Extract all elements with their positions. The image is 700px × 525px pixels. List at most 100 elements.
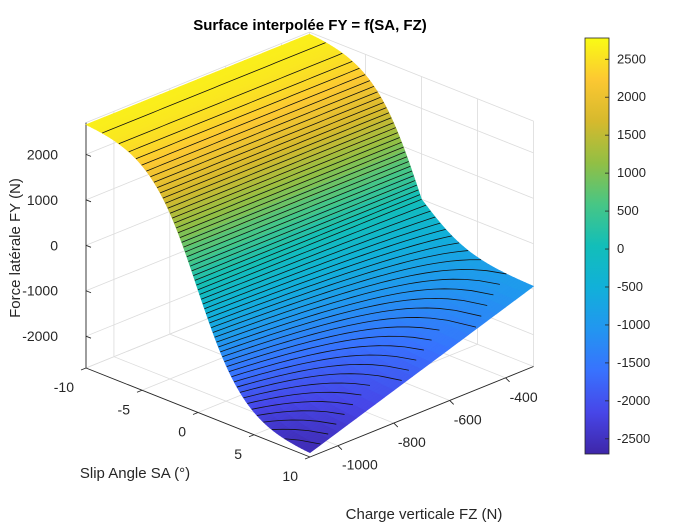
y-tick-label: -800	[398, 434, 426, 450]
x-tick-mark	[192, 412, 199, 415]
contour-line	[236, 363, 409, 388]
y-tick-label: -1000	[342, 457, 378, 473]
contour-line	[169, 122, 394, 214]
colorbar-tick-label: -500	[617, 279, 643, 294]
x-axis-label: Slip Angle SA (°)	[80, 465, 190, 482]
contour-line	[177, 141, 402, 234]
contour-line	[256, 410, 345, 416]
colorbar-tick-label: -2000	[617, 393, 650, 408]
y-tick-label: -600	[454, 411, 482, 427]
colorbar-tick-label: -1500	[617, 355, 650, 370]
y-axis-line	[309, 366, 534, 458]
z-tick-mark	[85, 244, 92, 248]
colorbar-tick-label: 2500	[617, 51, 646, 66]
contour-line	[247, 391, 362, 404]
contour-line	[150, 85, 375, 178]
z-tick-mark	[85, 335, 92, 339]
gridline	[85, 31, 310, 123]
x-tick-mark	[136, 389, 143, 393]
y-tick-mark	[505, 377, 510, 383]
contour-line	[214, 269, 507, 338]
contour-line	[197, 198, 422, 291]
axis-ticks: -2000 -1000 0 1000 2000 -10 -5 0 5 10 -1000 -800 -60…	[22, 146, 538, 484]
contour-line	[193, 184, 417, 277]
z-tick-label: 2000	[27, 146, 58, 162]
z-tick-label: -1000	[22, 283, 58, 299]
z-tick-label: -2000	[22, 328, 58, 344]
y-tick-mark	[337, 445, 343, 451]
contour-line	[212, 259, 482, 333]
z-tick-mark	[85, 199, 92, 203]
contour-line	[176, 137, 400, 229]
contour-line	[243, 382, 371, 399]
colorbar-tick-label: -2500	[617, 431, 650, 446]
z-tick-mark	[85, 153, 92, 157]
z-tick-label: 0	[50, 237, 58, 253]
contour-line	[228, 335, 432, 373]
colorbar-tick-label: 1500	[617, 127, 646, 142]
contour-line	[224, 317, 477, 363]
contour-line	[204, 222, 441, 310]
chart-title: Surface interpolée FY = f(SA, FZ)	[193, 17, 427, 34]
contour-line	[162, 107, 387, 199]
contour-line	[194, 189, 419, 281]
contour-line	[207, 235, 452, 319]
contour-line	[141, 74, 366, 166]
contour-line	[233, 354, 417, 383]
colorbar-tick-label: 1000	[617, 165, 646, 180]
contour-line	[165, 112, 390, 204]
x-tick-label: -10	[54, 379, 74, 395]
contour-line	[101, 42, 326, 134]
x-tick-mark	[304, 456, 311, 460]
x-tick-label: -5	[118, 401, 131, 417]
contour-line	[216, 278, 500, 343]
contour-line	[199, 204, 427, 295]
x-tick-label: 0	[178, 424, 186, 440]
y-tick-mark	[449, 400, 455, 405]
contour-line	[201, 210, 431, 300]
contour-line	[271, 428, 329, 435]
gridline	[309, 31, 534, 122]
contour-line	[174, 132, 398, 224]
contour-line	[183, 156, 408, 248]
x-tick-mark	[80, 367, 87, 371]
colorbar: 2500 2000 1500 1000 500 0 -500 -1000 -1500 -2000 -…	[584, 37, 650, 455]
contour-line	[202, 216, 436, 305]
contour-line	[128, 60, 353, 153]
colorbar-tick-label: 0	[617, 241, 624, 256]
contour-line	[210, 250, 469, 329]
contour-line	[251, 401, 353, 410]
z-axis-label: Force latérale FY (N)	[7, 178, 24, 318]
colorbar-gradient	[584, 37, 610, 455]
contour-line	[226, 326, 440, 367]
contour-line	[196, 194, 421, 286]
contour-line	[205, 228, 446, 314]
contour-line	[218, 288, 494, 348]
contour-line	[159, 102, 384, 194]
contour-line	[231, 345, 424, 378]
z-tick-mark	[85, 290, 92, 294]
surface-patch	[306, 444, 320, 454]
contour-line	[263, 419, 337, 425]
contour-line	[179, 146, 404, 238]
contour-line	[153, 91, 378, 183]
contour-line	[118, 52, 343, 145]
contour-line	[167, 117, 392, 209]
x-tick-label: 5	[234, 446, 242, 462]
contour-line	[181, 151, 406, 243]
contour-line	[135, 67, 360, 160]
x-tick-label: 10	[282, 468, 298, 484]
contour-line	[157, 96, 381, 189]
contour-line	[209, 242, 460, 324]
colorbar-tick-label: -1000	[617, 317, 650, 332]
contour-line	[184, 161, 409, 253]
surface-contour-lines	[101, 42, 507, 445]
contour-line	[239, 373, 402, 393]
contour-line	[188, 170, 413, 262]
contour-line	[284, 438, 321, 445]
y-axis-label: Charge verticale FZ (N)	[346, 506, 503, 523]
y-tick-mark	[393, 422, 399, 428]
contour-line	[220, 297, 488, 353]
z-tick-label: 1000	[27, 192, 58, 208]
